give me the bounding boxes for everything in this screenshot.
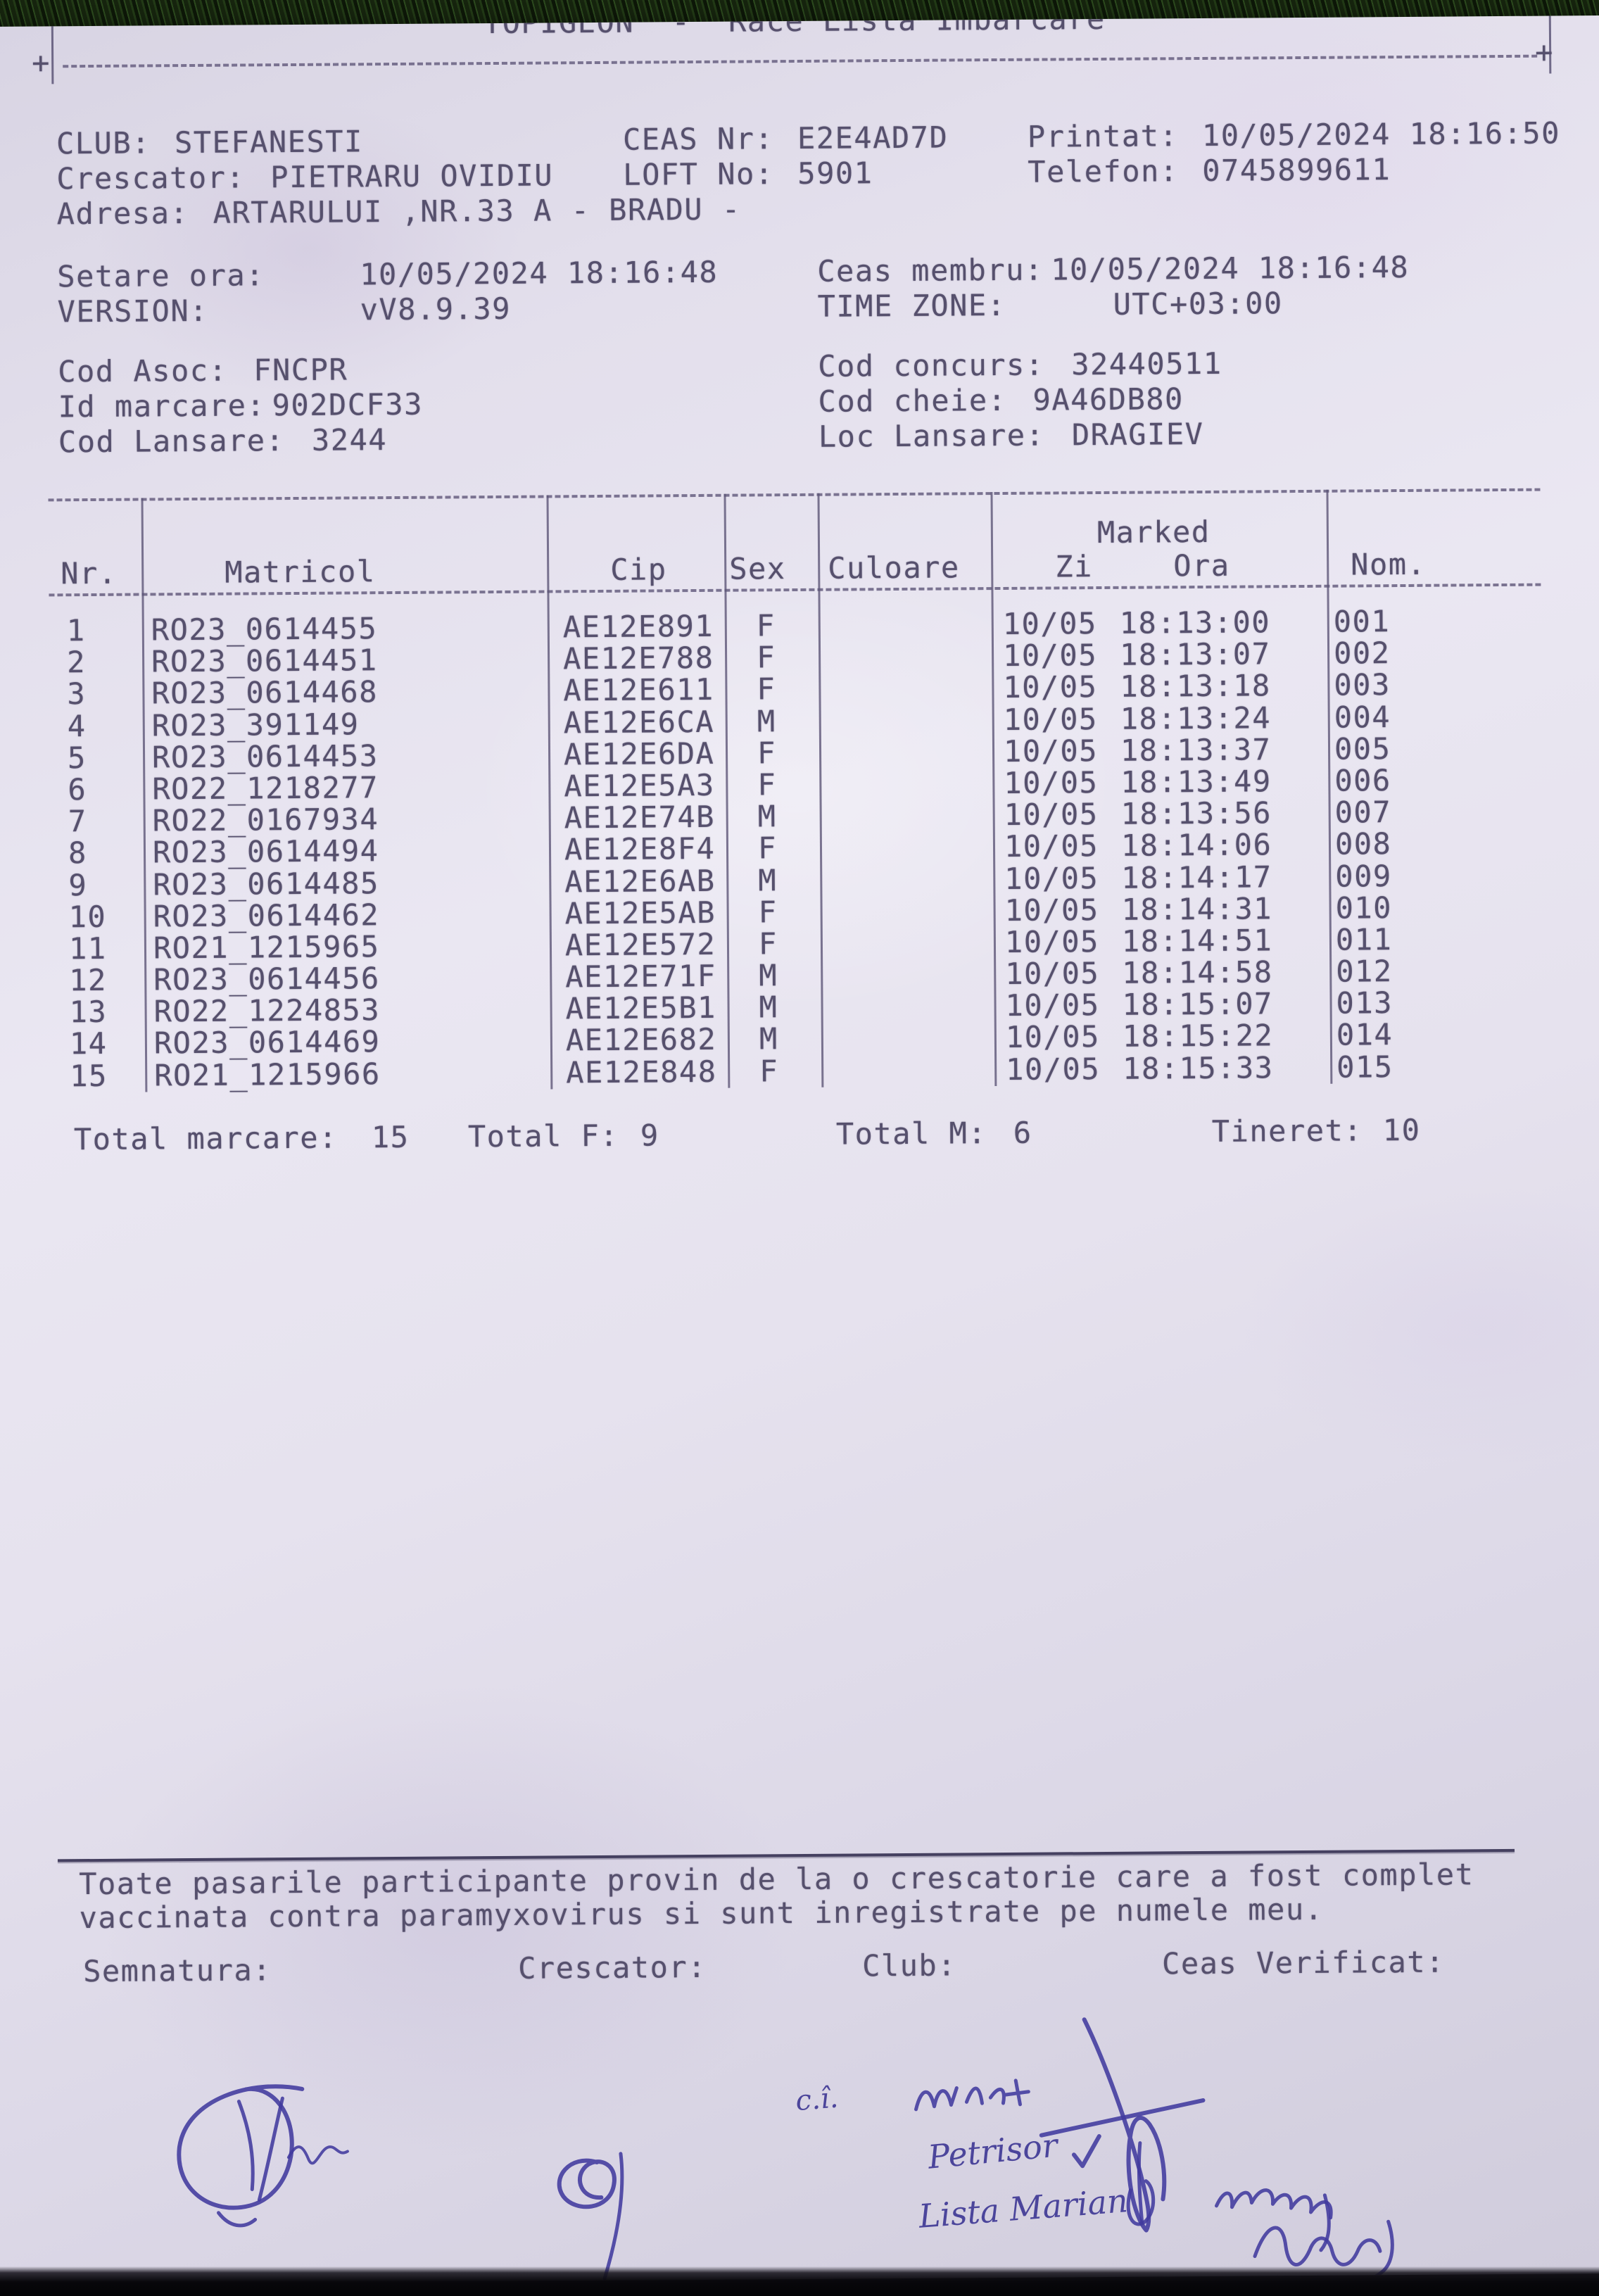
- lista-marian-handwriting: Lista Marian: [916, 2181, 1129, 2235]
- signature-crescator: [557, 2152, 624, 2281]
- signatures-layer: c.î. Petrisor Lista Marian: [177, 2017, 1394, 2285]
- club-initials-handwriting: c.î.: [795, 2082, 840, 2118]
- signature-semnatura: [177, 2084, 349, 2228]
- signature-club-name: [914, 2017, 1206, 2233]
- check-mark-icon: [1071, 2134, 1101, 2169]
- signature-ceas-verificat: [1214, 2188, 1333, 2252]
- table-edge-shadow: [0, 2266, 1599, 2296]
- printed-document-sheet: TOPIGEON - Race Lista Imbarcare + + CLUB…: [0, 15, 1599, 2285]
- petrisor-handwriting: Petrisor: [925, 2126, 1061, 2176]
- document-content: TOPIGEON - Race Lista Imbarcare + + CLUB…: [0, 15, 1599, 2285]
